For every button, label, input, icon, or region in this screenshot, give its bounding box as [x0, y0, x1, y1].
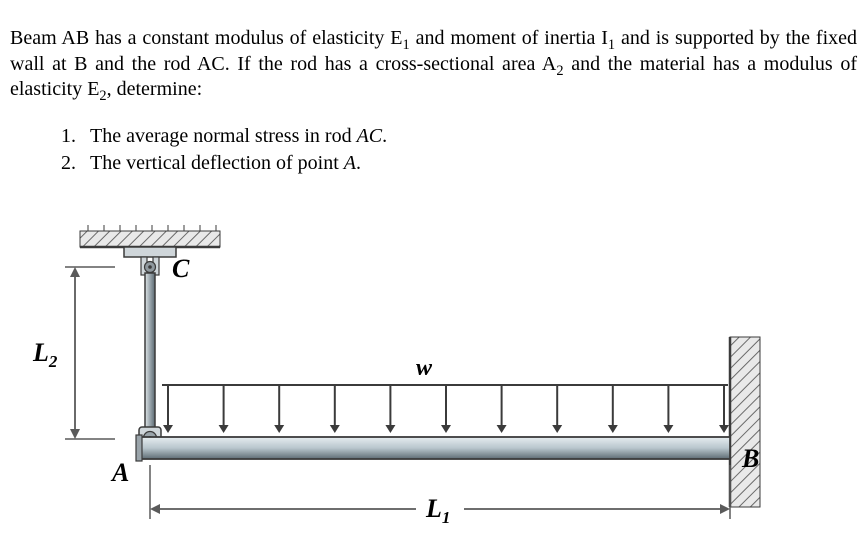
svg-text:L2: L2 [32, 338, 58, 371]
t0: Beam AB has a constant modulus of elasti… [10, 27, 403, 49]
svg-text:A: A [110, 458, 129, 487]
q2-text: The vertical deflection of point A. [90, 150, 361, 177]
problem-statement: Beam AB has a constant modulus of elasti… [10, 26, 857, 103]
q1-text: The average normal stress in rod AC. [90, 123, 387, 150]
question-1: 1. The average normal stress in rod AC. [56, 123, 857, 150]
svg-text:C: C [172, 254, 190, 283]
question-2: 2. The vertical deflection of point A. [56, 150, 857, 177]
s0: 1 [403, 37, 410, 53]
s2: 2 [556, 63, 563, 79]
question-list: 1. The average normal stress in rod AC. … [10, 123, 857, 177]
beam-diagram: wCABL2L1 [10, 217, 770, 547]
t1: and moment of inertia I [410, 27, 608, 49]
svg-text:w: w [416, 355, 433, 381]
t4: , determine: [107, 78, 203, 100]
figure-container: wCABL2L1 [10, 217, 857, 547]
q2-num: 2. [56, 150, 76, 177]
svg-text:B: B [741, 444, 759, 473]
s3: 2 [99, 88, 106, 104]
q1-num: 1. [56, 123, 76, 150]
